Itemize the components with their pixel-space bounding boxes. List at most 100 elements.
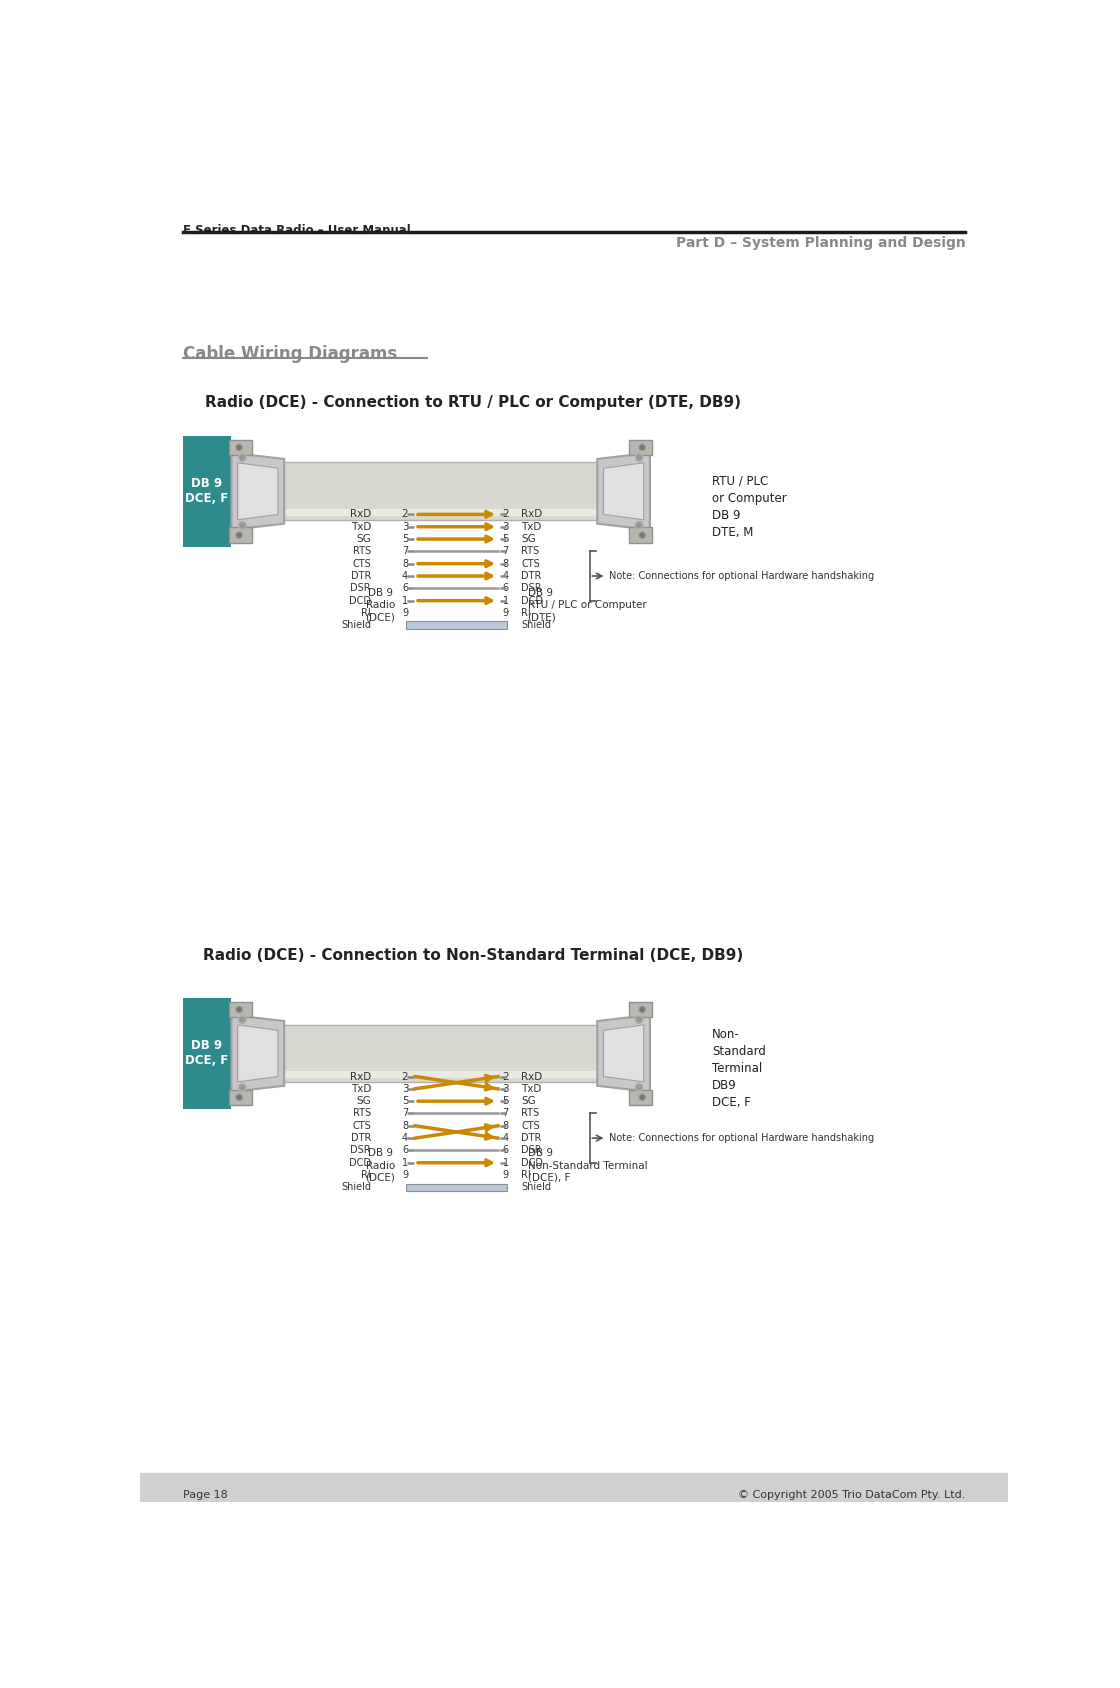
Text: 4: 4: [402, 1133, 408, 1143]
Circle shape: [641, 533, 644, 537]
Circle shape: [640, 532, 645, 538]
Text: 2: 2: [402, 1072, 409, 1082]
Circle shape: [237, 1096, 241, 1099]
Text: 9: 9: [402, 608, 408, 618]
Polygon shape: [604, 463, 644, 520]
Text: RTS: RTS: [353, 547, 371, 557]
Circle shape: [236, 1094, 242, 1101]
Text: SG: SG: [521, 1096, 536, 1106]
Bar: [280, 1025, 601, 1082]
Bar: [183, 436, 231, 547]
Circle shape: [240, 1018, 244, 1021]
Circle shape: [641, 1096, 644, 1099]
Text: 1: 1: [503, 596, 508, 606]
Bar: [629, 527, 652, 544]
Text: Radio (DCE) - Connection to RTU / PLC or Computer (DTE, DB9): Radio (DCE) - Connection to RTU / PLC or…: [205, 395, 741, 410]
Text: E Series Data Radio – User Manual: E Series Data Radio – User Manual: [183, 225, 410, 236]
Text: DTR: DTR: [351, 1133, 371, 1143]
Text: 4: 4: [503, 571, 508, 581]
Text: 1: 1: [402, 596, 408, 606]
Text: DB 9
DCE, F: DB 9 DCE, F: [185, 478, 228, 505]
Bar: [405, 621, 507, 630]
Text: DB 9
Radio
(DCE): DB 9 Radio (DCE): [365, 1148, 395, 1183]
Text: DB 9
Radio
(DCE): DB 9 Radio (DCE): [365, 587, 395, 623]
Text: DCD: DCD: [349, 1158, 371, 1168]
Text: CTS: CTS: [521, 1121, 540, 1131]
Polygon shape: [237, 1025, 278, 1082]
Polygon shape: [597, 1014, 650, 1092]
Circle shape: [637, 523, 642, 527]
Text: CTS: CTS: [352, 1121, 371, 1131]
Text: RI: RI: [521, 608, 531, 618]
Text: RxD: RxD: [349, 1072, 371, 1082]
Circle shape: [239, 1016, 246, 1023]
Text: DSR: DSR: [521, 584, 542, 592]
Text: 3: 3: [402, 522, 409, 532]
Circle shape: [237, 1008, 241, 1011]
Circle shape: [239, 522, 246, 528]
Text: © Copyright 2005 Trio DataCom Pty. Ltd.: © Copyright 2005 Trio DataCom Pty. Ltd.: [738, 1491, 965, 1501]
Text: Page 18: Page 18: [183, 1491, 227, 1501]
Bar: [230, 1001, 252, 1018]
Text: Note: Connections for optional Hardware handshaking: Note: Connections for optional Hardware …: [609, 571, 874, 581]
Text: 6: 6: [402, 584, 408, 592]
Text: RxD: RxD: [521, 510, 542, 520]
Circle shape: [237, 446, 241, 449]
Bar: [629, 1001, 652, 1018]
Text: 8: 8: [503, 1121, 508, 1131]
Text: DCD: DCD: [521, 596, 543, 606]
Text: 2: 2: [503, 510, 510, 520]
Circle shape: [637, 456, 642, 459]
Text: 8: 8: [402, 1121, 408, 1131]
Text: CTS: CTS: [352, 559, 371, 569]
Polygon shape: [604, 1025, 644, 1082]
Text: CTS: CTS: [521, 559, 540, 569]
Circle shape: [240, 456, 244, 459]
Circle shape: [240, 1085, 244, 1089]
Bar: [280, 1070, 601, 1077]
Circle shape: [240, 523, 244, 527]
Text: RI: RI: [361, 608, 371, 618]
Text: 1: 1: [402, 1158, 408, 1168]
Text: DTR: DTR: [351, 571, 371, 581]
Text: Note: Connections for optional Hardware handshaking: Note: Connections for optional Hardware …: [609, 1133, 874, 1143]
Text: DSR: DSR: [351, 584, 371, 592]
Text: 2: 2: [503, 1072, 510, 1082]
Polygon shape: [232, 1014, 284, 1092]
Text: Part D – System Planning and Design: Part D – System Planning and Design: [675, 236, 965, 250]
Text: 7: 7: [402, 1109, 408, 1119]
Text: DSR: DSR: [521, 1146, 542, 1155]
Text: 3: 3: [402, 1084, 409, 1094]
Polygon shape: [237, 463, 278, 520]
Text: 2: 2: [402, 510, 409, 520]
Text: 6: 6: [503, 584, 508, 592]
Bar: [280, 508, 601, 515]
Text: 9: 9: [503, 608, 508, 618]
Text: 8: 8: [402, 559, 408, 569]
Text: 7: 7: [503, 547, 508, 557]
Text: DTR: DTR: [521, 571, 542, 581]
Circle shape: [635, 1016, 643, 1023]
Text: Radio (DCE) - Connection to Non-Standard Terminal (DCE, DB9): Radio (DCE) - Connection to Non-Standard…: [203, 949, 744, 962]
Text: TxD: TxD: [521, 522, 542, 532]
Circle shape: [640, 1094, 645, 1101]
Text: DB 9
DCE, F: DB 9 DCE, F: [185, 1040, 228, 1067]
Circle shape: [239, 454, 246, 461]
Polygon shape: [597, 452, 650, 530]
Text: Shield: Shield: [521, 1182, 551, 1192]
Circle shape: [637, 1085, 642, 1089]
Bar: [230, 527, 252, 544]
Text: DCD: DCD: [521, 1158, 543, 1168]
Text: 8: 8: [503, 559, 508, 569]
Circle shape: [635, 522, 643, 528]
Text: 4: 4: [503, 1133, 508, 1143]
Text: SG: SG: [356, 1096, 371, 1106]
Bar: [280, 463, 601, 520]
Circle shape: [236, 1006, 242, 1013]
Text: DB 9
RTU / PLC or Computer
(DTE): DB 9 RTU / PLC or Computer (DTE): [528, 587, 646, 623]
Text: SG: SG: [521, 533, 536, 544]
Text: RI: RI: [521, 1170, 531, 1180]
Text: Shield: Shield: [340, 1182, 371, 1192]
Circle shape: [236, 444, 242, 451]
Text: RxD: RxD: [349, 510, 371, 520]
